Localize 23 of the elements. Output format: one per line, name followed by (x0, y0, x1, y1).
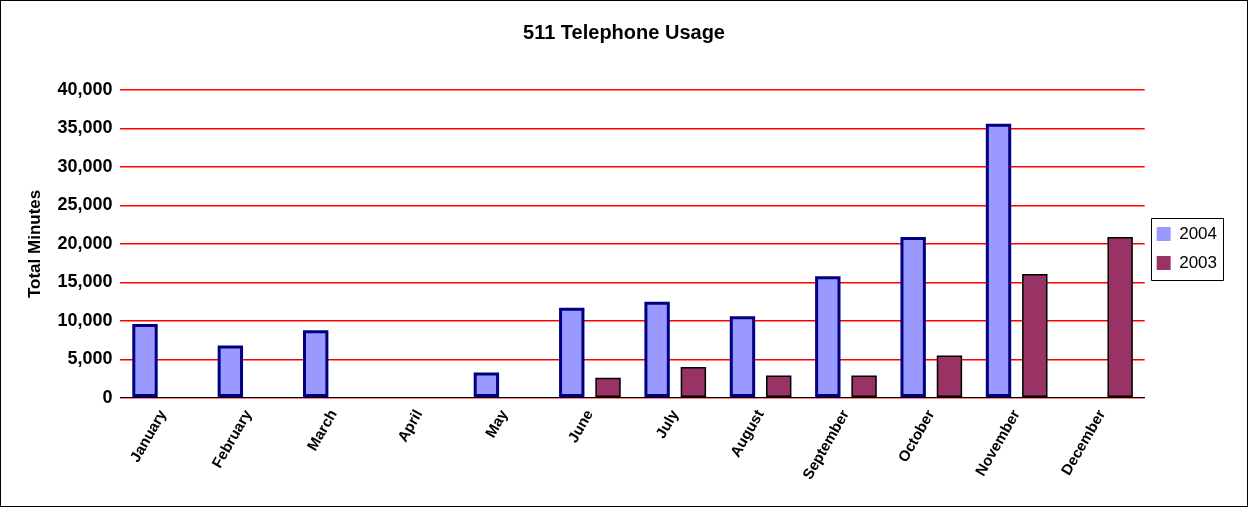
bar (303, 330, 329, 398)
y-tick-label: 0 (102, 386, 113, 407)
bar (985, 123, 1012, 398)
bar (217, 345, 244, 398)
legend-label: 2004 (1179, 223, 1218, 243)
y-tick-label: 40,000 (57, 78, 113, 99)
bar (559, 307, 585, 398)
y-tick-label: 20,000 (57, 232, 113, 253)
bar (644, 301, 670, 398)
bar (473, 372, 500, 398)
chart-title: 511 Telephone Usage (523, 20, 725, 43)
bar (132, 323, 158, 398)
bar (815, 276, 841, 398)
y-tick-label: 35,000 (57, 117, 113, 138)
y-axis-title: Total Minutes (24, 189, 44, 299)
y-tick-label: 25,000 (57, 194, 113, 215)
legend-label: 2003 (1179, 252, 1218, 272)
bar (900, 237, 926, 398)
y-tick-label: 5,000 (67, 348, 113, 369)
y-tick-label: 15,000 (57, 271, 113, 292)
y-tick-label: 10,000 (57, 309, 113, 330)
y-tick-label: 30,000 (57, 155, 113, 176)
bar (729, 316, 756, 398)
